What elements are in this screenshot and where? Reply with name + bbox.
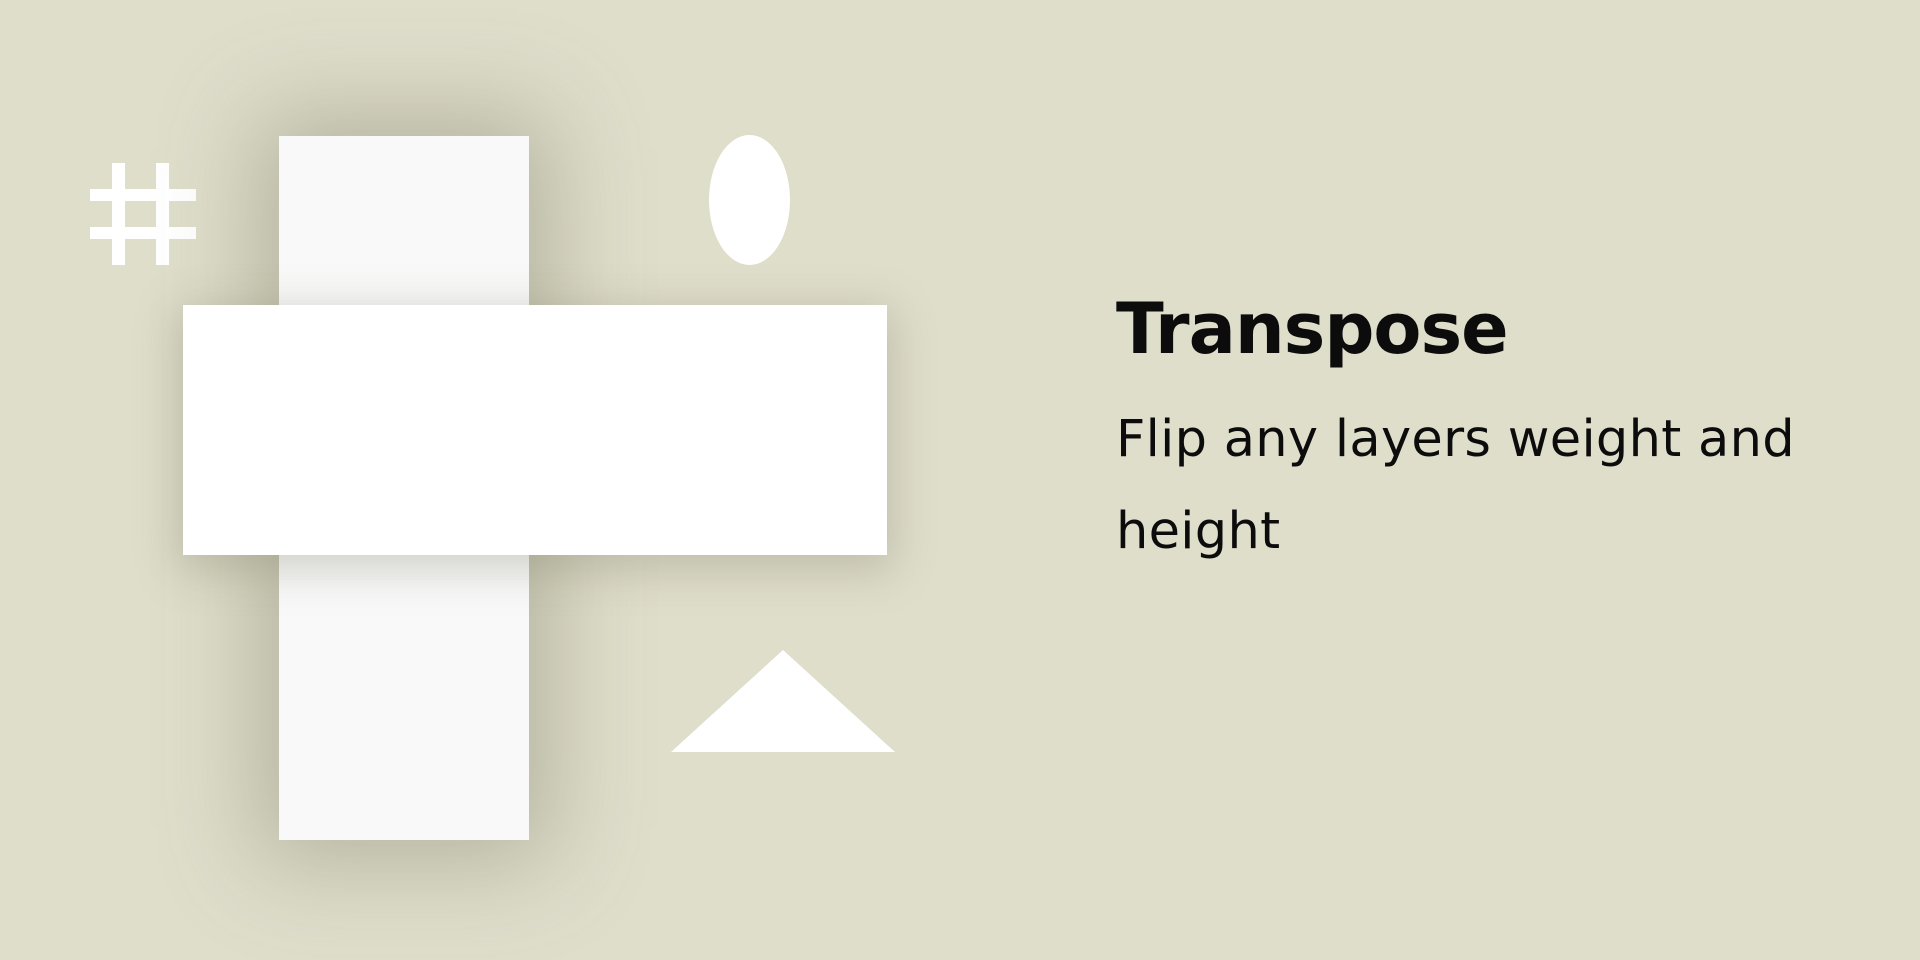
hash-bar-horizontal-top [90,189,196,201]
horizontal-rectangle [183,305,887,555]
feature-title: Transpose [1116,288,1509,370]
hash-bar-vertical-left [112,163,125,265]
hash-bar-horizontal-bottom [90,227,196,239]
triangle-polygon [671,650,895,752]
hash-icon [90,163,196,265]
hash-bar-vertical-right [156,163,169,265]
feature-description: Flip any layers weight and height [1116,410,1795,561]
triangle-shape [671,650,895,752]
oval-shape [709,135,790,265]
